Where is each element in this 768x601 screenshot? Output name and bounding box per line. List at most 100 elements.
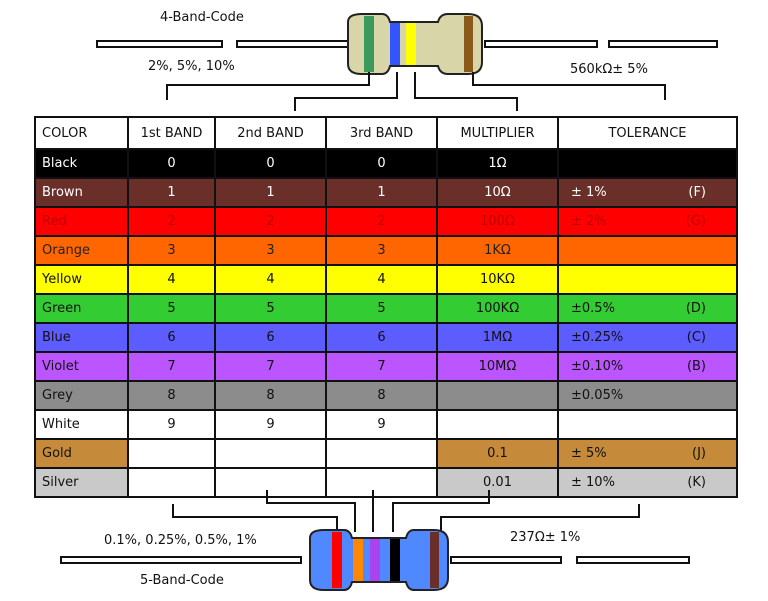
band-1-cell: 3 (127, 235, 216, 266)
band-3-cell: 1 (325, 177, 438, 208)
band-1-cell: 6 (127, 322, 216, 353)
bottom-wire-v5 (440, 516, 442, 532)
tolerance-cell: ±0.05% (557, 380, 738, 411)
bottom-band-1 (332, 532, 342, 588)
top-wire-v3 (414, 72, 416, 99)
top-band-4 (464, 16, 473, 72)
tolerance-value: ±0.10% (571, 359, 624, 374)
band-1-cell: 9 (127, 409, 216, 440)
tolerance-wrap (560, 238, 735, 263)
bottom-wire-h4 (392, 502, 490, 504)
tolerance-cell: ± 5% (J) (557, 438, 738, 469)
table-row: Brown 1 1 1 10Ω ± 1% (F) (34, 177, 738, 208)
tolerance-code: (B) (686, 359, 706, 374)
bottom-wire-v5b (638, 504, 640, 518)
tolerance-code: (J) (692, 446, 706, 461)
tolerance-wrap: ± 1% (F) (560, 180, 735, 205)
color-name-cell: Orange (34, 235, 129, 266)
bottom-band-2 (353, 539, 363, 581)
top-left-lead-outer (96, 40, 223, 48)
tolerance-wrap (560, 412, 735, 437)
table-row: Silver 0.01 ± 10% (K) (34, 467, 738, 498)
color-name-cell: Brown (34, 177, 129, 208)
color-name-cell: Black (34, 148, 129, 179)
band-3-cell: 4 (325, 264, 438, 295)
top-wire-h3 (414, 97, 518, 99)
tolerance-cell: ±0.10% (B) (557, 351, 738, 382)
bottom-wire-h5 (440, 516, 640, 518)
bottom-wire-v1 (172, 504, 174, 518)
multiplier-cell: 1MΩ (436, 322, 559, 353)
tolerance-cell (557, 148, 738, 179)
color-name-cell: Green (34, 293, 129, 324)
tolerance-code: (D) (685, 301, 706, 316)
tolerance-wrap (560, 151, 735, 176)
table-row: White 9 9 9 (34, 409, 738, 440)
tolerance-wrap: ±0.25% (C) (560, 325, 735, 350)
header-band-2: 2nd BAND (214, 116, 327, 150)
tolerance-cell: ± 10% (K) (557, 467, 738, 498)
table-row: Green 5 5 5 100KΩ ±0.5% (D) (34, 293, 738, 324)
band-2-cell: 7 (214, 351, 327, 382)
tolerance-code: (K) (687, 475, 706, 490)
tolerance-cell: ±0.25% (C) (557, 322, 738, 353)
band-1-cell: 5 (127, 293, 216, 324)
multiplier-cell: 1Ω (436, 148, 559, 179)
bottom-wire-h1 (172, 516, 338, 518)
color-code-table: COLOR 1st BAND 2nd BAND 3rd BAND MULTIPL… (34, 116, 738, 498)
band-1-cell: 7 (127, 351, 216, 382)
table-row: Gold 0.1 ± 5% (J) (34, 438, 738, 469)
band-2-cell: 1 (214, 177, 327, 208)
four-band-tolerance-options: 2%, 5%, 10% (148, 59, 235, 74)
band-3-cell: 7 (325, 351, 438, 382)
header-tolerance: TOLERANCE (557, 116, 738, 150)
tolerance-value: ±0.25% (571, 330, 624, 345)
band-1-cell: 8 (127, 380, 216, 411)
band-2-cell: 0 (214, 148, 327, 179)
color-name-cell: Violet (34, 351, 129, 382)
tolerance-cell (557, 264, 738, 295)
band-3-cell: 6 (325, 322, 438, 353)
top-wire-v1b (368, 72, 370, 86)
four-band-title: 4-Band-Code (160, 10, 244, 25)
band-3-cell (325, 467, 438, 498)
bottom-wire-v3 (372, 490, 374, 532)
multiplier-cell: 10Ω (436, 177, 559, 208)
band-2-cell (214, 438, 327, 469)
top-band-1 (364, 16, 374, 72)
band-3-cell: 8 (325, 380, 438, 411)
tolerance-value: ± 5% (571, 446, 607, 461)
bottom-wire-v2 (266, 490, 268, 504)
tolerance-wrap: ± 10% (K) (560, 470, 735, 495)
tolerance-wrap: ±0.10% (B) (560, 354, 735, 379)
tolerance-wrap: ±0.5% (D) (560, 296, 735, 321)
bottom-band-5 (430, 532, 439, 588)
color-name-cell: Blue (34, 322, 129, 353)
bottom-resistor (309, 529, 449, 591)
table-row: Blue 6 6 6 1MΩ ±0.25% (C) (34, 322, 738, 353)
top-wire-v2b (396, 72, 398, 99)
top-right-lead-inner (484, 40, 598, 48)
band-3-cell: 5 (325, 293, 438, 324)
five-band-tolerance-options: 0.1%, 0.25%, 0.5%, 1% (104, 533, 257, 548)
band-2-cell: 8 (214, 380, 327, 411)
multiplier-cell: 100KΩ (436, 293, 559, 324)
five-band-example-value: 237Ω± 1% (510, 530, 581, 545)
band-2-cell: 2 (214, 206, 327, 237)
color-name-cell: Grey (34, 380, 129, 411)
bottom-left-lead-outer (60, 556, 302, 564)
five-band-title: 5-Band-Code (140, 573, 224, 588)
multiplier-cell: 10KΩ (436, 264, 559, 295)
multiplier-cell: 0.01 (436, 467, 559, 498)
color-name-cell: White (34, 409, 129, 440)
tolerance-code: (C) (686, 330, 706, 345)
multiplier-cell: 100Ω (436, 206, 559, 237)
top-wire-v3b (516, 97, 518, 111)
band-2-cell: 4 (214, 264, 327, 295)
band-1-cell: 0 (127, 148, 216, 179)
top-band-3 (406, 23, 416, 65)
table-row: Black 0 0 0 1Ω (34, 148, 738, 179)
bottom-band-4 (390, 539, 400, 581)
color-name-cell: Red (34, 206, 129, 237)
top-wire-h2 (294, 97, 398, 99)
